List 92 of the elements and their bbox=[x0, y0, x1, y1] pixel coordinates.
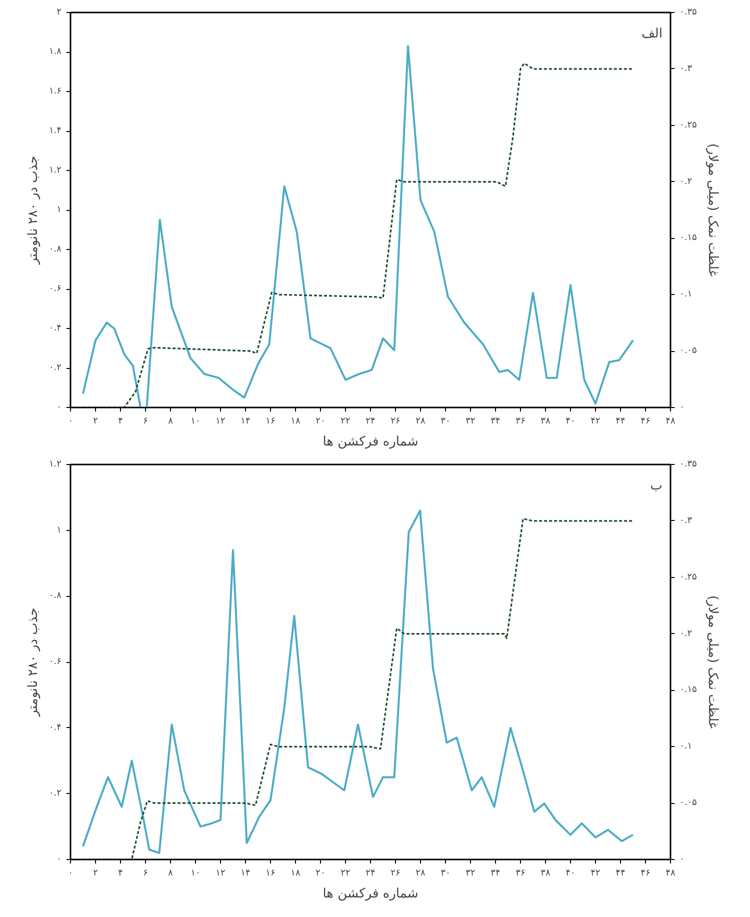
y-tick-label: ۰.۸ bbox=[48, 591, 62, 602]
y2-axis-title: غلظت نمک (میلی مولار) bbox=[704, 143, 720, 277]
x-tick-label: ۱۰ bbox=[190, 416, 200, 426]
y-tick-label: ۰.۲ bbox=[48, 363, 62, 373]
x-tick-label: ۴ bbox=[118, 416, 124, 426]
y-tick-label: ۰.۸ bbox=[48, 244, 62, 254]
x-tick-label: ۲۲ bbox=[340, 416, 350, 426]
y-tick-label: ۱.۶ bbox=[48, 86, 62, 96]
x-tick-label: ۱۴ bbox=[240, 868, 250, 878]
x-tick-label: ۶ bbox=[143, 416, 148, 426]
x-tick-label: ۲۰ bbox=[316, 868, 326, 878]
y-axis-title: جذب در ۲۸۰ نانومتر bbox=[26, 608, 41, 718]
y-tick-label: ۲ bbox=[56, 8, 62, 18]
x-tick-label: ۳۶ bbox=[516, 416, 526, 426]
x-tick-label: ۳۰ bbox=[440, 416, 450, 426]
x-tick-label: ۲۰ bbox=[316, 416, 326, 426]
y-tick-label: ۰.۴ bbox=[48, 722, 62, 733]
x-tick-label: ۳۲ bbox=[466, 416, 476, 426]
y-tick-label: ۰.۲ bbox=[48, 788, 62, 799]
x-tick-label: ۴۲ bbox=[590, 416, 600, 426]
x-tick-label: ۴۴ bbox=[616, 868, 626, 878]
x-tick-label: ۸ bbox=[168, 416, 174, 426]
x-tick-label: ۲۸ bbox=[416, 868, 426, 878]
x-tick-label: ۳۴ bbox=[490, 416, 500, 426]
y-tick-label: ۱.۴ bbox=[48, 126, 62, 136]
y-tick-label: ۱.۲ bbox=[48, 460, 62, 470]
x-tick-label: ۴ bbox=[118, 868, 124, 878]
y2-tick-label: ۰.۱۵ bbox=[680, 233, 698, 244]
y2-tick-label: ۰.۰۵ bbox=[680, 798, 698, 808]
x-tick-label: ۰ bbox=[68, 868, 73, 878]
x-tick-label: ۱۶ bbox=[266, 868, 276, 878]
x-tick-label: ۱۸ bbox=[290, 416, 300, 426]
x-tick-label: ۳۴ bbox=[490, 868, 500, 878]
y2-tick-label: ۰.۱ bbox=[680, 742, 692, 752]
y2-axis-title: غلظت نمک (میلی مولار) bbox=[704, 595, 720, 729]
x-tick-label: ۱۲ bbox=[216, 416, 226, 426]
x-tick-label: ۳۸ bbox=[540, 416, 550, 426]
y2-tick-label: ۰.۳ bbox=[680, 64, 692, 74]
x-tick-label: ۴۰ bbox=[566, 868, 576, 878]
y2-tick-label: ۰.۱۵ bbox=[680, 685, 698, 696]
x-tick-label: ۳۶ bbox=[516, 868, 526, 878]
y2-tick-label: ۰.۳۵ bbox=[680, 8, 698, 18]
x-tick-label: ۳۸ bbox=[540, 868, 550, 878]
y2-tick-label: ۰.۰۵ bbox=[680, 346, 698, 356]
x-tick-label: ۲ bbox=[93, 416, 98, 426]
x-tick-label: ۱۶ bbox=[266, 416, 276, 426]
y2-tick-label: ۰.۲ bbox=[680, 176, 692, 187]
x-tick-label: ۳۰ bbox=[440, 868, 450, 878]
x-tick-label: ۲۴ bbox=[366, 416, 376, 426]
y2-tick-label: ۰.۱ bbox=[680, 290, 692, 300]
x-tick-label: ۱۴ bbox=[240, 416, 250, 426]
y-tick-label: ۱ bbox=[56, 205, 62, 215]
x-tick-label: ۴۶ bbox=[640, 416, 650, 426]
x-tick-label: ۴۸ bbox=[666, 868, 676, 878]
x-tick-label: ۴۶ bbox=[640, 868, 650, 878]
y-tick-label: ۱.۸ bbox=[48, 47, 62, 57]
x-tick-label: ۳۲ bbox=[466, 868, 476, 878]
y-axis-title: جذب در ۲۸۰ نانومتر bbox=[26, 156, 41, 266]
x-tick-label: ۲ bbox=[93, 868, 98, 878]
x-tick-label: ۲۶ bbox=[390, 868, 400, 878]
x-tick-label: ۲۲ bbox=[340, 868, 350, 878]
y-tick-label: ۰.۶ bbox=[48, 284, 62, 294]
y2-tick-label: ۰.۲۵ bbox=[680, 572, 698, 582]
y2-tick-label: ۰.۲۵ bbox=[680, 120, 698, 130]
y2-tick-label: ۰.۳ bbox=[680, 516, 692, 526]
x-tick-label: ۴۴ bbox=[616, 416, 626, 426]
annotation: الف bbox=[641, 26, 662, 42]
x-tick-label: ۴۰ bbox=[566, 416, 576, 426]
x-tick-label: ۱۰ bbox=[190, 868, 200, 878]
x-tick-label: ۶ bbox=[143, 868, 148, 878]
y-tick-label: ۰.۴ bbox=[48, 324, 62, 334]
y-tick-label: ۰.۶ bbox=[48, 657, 62, 667]
x-axis-title: شماره فرکشن ها bbox=[322, 886, 418, 902]
x-tick-label: ۴۸ bbox=[666, 416, 676, 426]
annotation: ب bbox=[650, 478, 663, 494]
y2-tick-label: ۰ bbox=[680, 402, 684, 412]
x-axis-title: شماره فرکشن ها bbox=[322, 434, 418, 450]
y-tick-label: ۰ bbox=[56, 402, 62, 412]
x-tick-label: ۰ bbox=[68, 416, 73, 426]
y2-tick-label: ۰.۳۵ bbox=[680, 460, 698, 470]
y-tick-label: ۰ bbox=[56, 854, 62, 864]
x-tick-label: ۲۴ bbox=[366, 868, 376, 878]
y-tick-label: ۱ bbox=[56, 525, 62, 536]
y2-tick-label: ۰ bbox=[680, 854, 684, 864]
x-tick-label: ۲۸ bbox=[416, 416, 426, 426]
x-tick-label: ۱۸ bbox=[290, 868, 300, 878]
x-tick-label: ۲۶ bbox=[390, 416, 400, 426]
x-tick-label: ۸ bbox=[168, 868, 174, 878]
x-tick-label: ۴۲ bbox=[590, 868, 600, 878]
y-tick-label: ۱.۲ bbox=[48, 166, 62, 176]
x-tick-label: ۱۲ bbox=[216, 868, 226, 878]
y2-tick-label: ۰.۲ bbox=[680, 628, 692, 639]
